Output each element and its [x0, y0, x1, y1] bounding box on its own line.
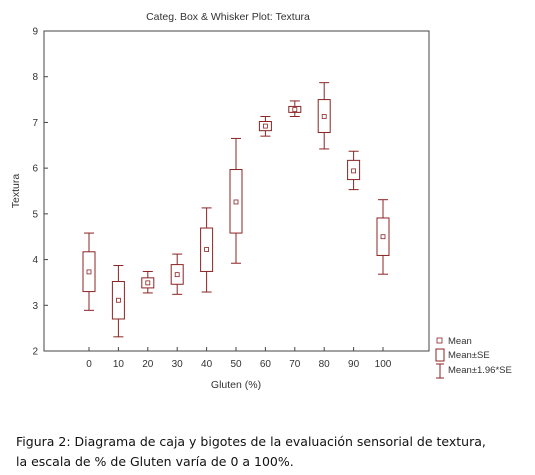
y-tick-label: 4 — [32, 255, 38, 266]
legend-label-mean: Mean — [448, 336, 472, 347]
se-box — [317, 99, 331, 133]
x-tick-label: 10 — [113, 359, 125, 370]
legend-label-se: Mean±SE — [448, 350, 490, 361]
box-whisker-chart: Categ. Box & Whisker Plot: Textura 2 3 4 5 6… — [10, 11, 512, 391]
figure-caption: Figura 2: Diagrama de caja y bigotes de … — [16, 432, 531, 472]
y-axis-label: Textura — [10, 174, 22, 209]
box-group — [317, 82, 331, 150]
x-tick-label: 70 — [289, 359, 301, 370]
y-tick-label: 5 — [32, 209, 38, 220]
box-group — [288, 100, 302, 117]
box-group — [200, 207, 214, 293]
box-group — [347, 150, 361, 191]
mean-marker — [233, 199, 239, 205]
mean-marker — [351, 168, 357, 174]
x-tick-label: 20 — [142, 359, 154, 370]
se-box — [141, 277, 155, 289]
se-box — [288, 105, 302, 113]
mean-marker — [292, 107, 298, 113]
y-tick-label: 6 — [32, 164, 38, 175]
y-tick-label: 8 — [32, 72, 38, 83]
plot-frame — [43, 30, 430, 352]
box-group — [376, 199, 390, 275]
caption-line-1: Figura 2: Diagrama de caja y bigotes de … — [16, 434, 486, 449]
x-tick-label: 0 — [86, 359, 92, 370]
x-tick-label: 60 — [260, 359, 272, 370]
legend-se-box — [435, 348, 445, 362]
legend: Mean Mean±SE Mean±1.96*SE — [435, 336, 512, 379]
caption-line-2: la escala de % de Gluten varía de 0 a 10… — [16, 454, 294, 469]
boxes-layer — [82, 82, 390, 338]
mean-marker — [262, 123, 268, 129]
box-group — [170, 253, 184, 295]
x-tick-label: 40 — [201, 359, 213, 370]
x-axis-label: Gluten (%) — [211, 379, 261, 391]
mean-marker — [145, 280, 151, 286]
y-tick-label: 2 — [32, 347, 38, 358]
mean-marker — [380, 234, 386, 240]
se-box — [376, 217, 390, 256]
se-box — [200, 227, 214, 272]
x-tick-label: 90 — [348, 359, 360, 370]
se-box — [229, 169, 243, 234]
se-box — [347, 159, 361, 181]
mean-marker — [204, 247, 210, 252]
mean-marker — [174, 272, 180, 278]
y-tick-label: 9 — [32, 27, 38, 38]
x-tick-label: 80 — [319, 359, 331, 370]
box-group — [111, 265, 125, 338]
mean-marker — [321, 114, 327, 119]
se-box — [82, 251, 96, 293]
se-box — [111, 281, 125, 320]
y-axis: 2 3 4 5 6 7 8 9 — [32, 27, 48, 358]
y-tick-label: 7 — [32, 118, 38, 129]
box-group — [82, 232, 96, 311]
x-tick-label: 100 — [375, 359, 392, 370]
se-box — [258, 121, 272, 132]
box-group — [141, 270, 155, 294]
box-group — [229, 137, 243, 264]
box-group — [258, 115, 272, 137]
mean-marker — [116, 297, 121, 303]
x-tick-label: 30 — [172, 359, 184, 370]
se-box — [170, 264, 184, 285]
x-axis: 0 10 20 30 40 50 60 70 80 90 100 — [86, 347, 392, 370]
y-tick-label: 3 — [32, 301, 38, 312]
legend-mean-marker — [436, 337, 443, 344]
x-tick-label: 50 — [230, 359, 242, 370]
legend-label-1-96-se: Mean±1.96*SE — [448, 365, 512, 376]
chart-title: Categ. Box & Whisker Plot: Textura — [146, 11, 310, 23]
mean-marker — [86, 269, 92, 275]
